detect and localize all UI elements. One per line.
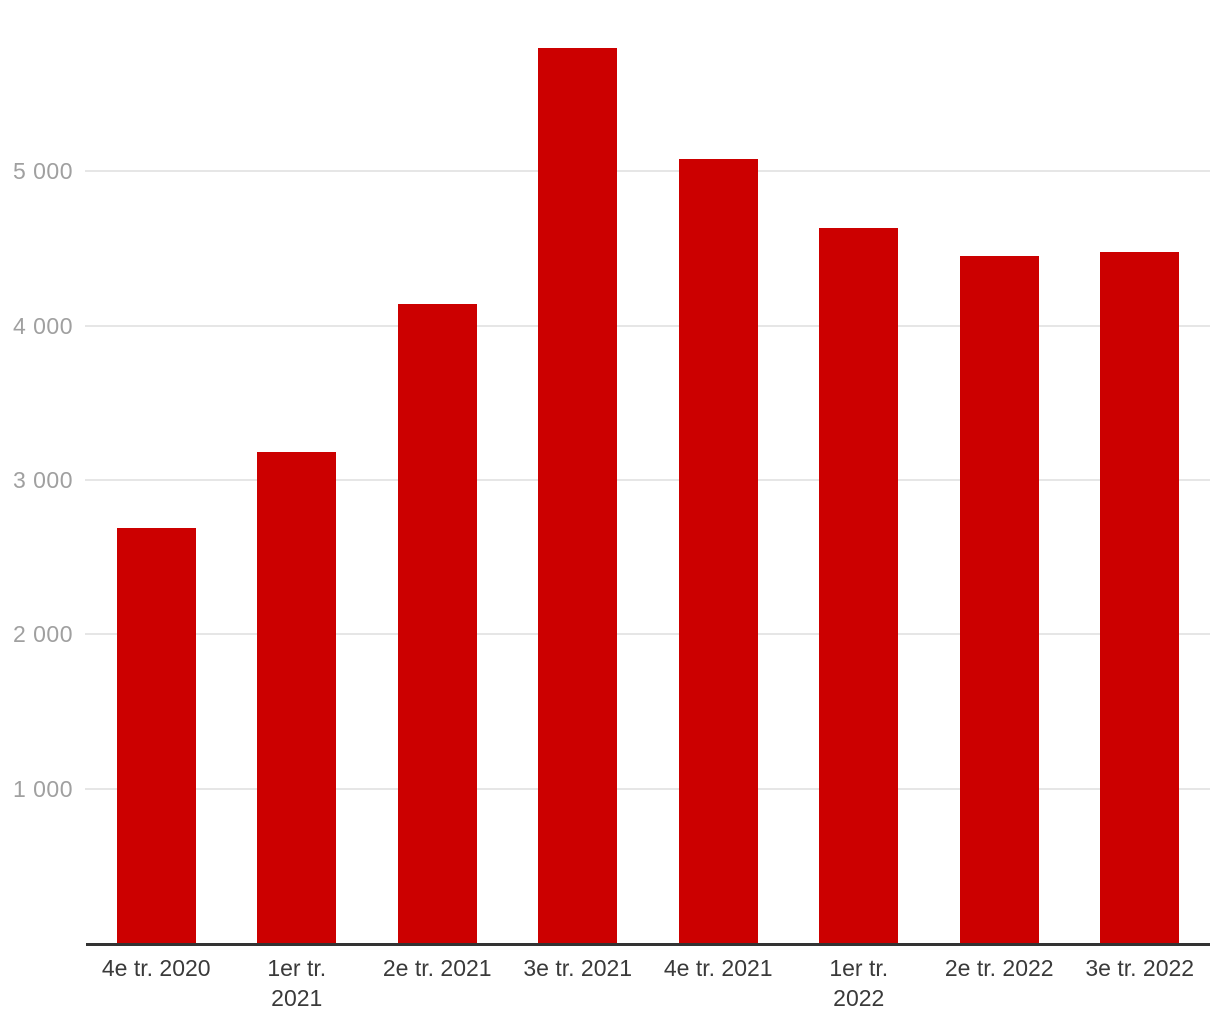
- gridline: [85, 324, 1210, 327]
- x-axis-category-label: 1er tr. 2021: [267, 955, 327, 1011]
- x-axis-category-label: 4e tr. 2021: [663, 955, 773, 981]
- x-axis-category-label: 2e tr. 2021: [382, 955, 492, 981]
- bar: [116, 527, 196, 943]
- x-axis-category-label: 4e tr. 2020: [101, 955, 211, 981]
- y-axis-tick-label: 3 000: [12, 466, 73, 493]
- y-axis-tick-label: 4 000: [12, 312, 73, 339]
- gridline: [85, 787, 1210, 790]
- bar: [678, 158, 758, 943]
- bar: [538, 47, 618, 943]
- bar: [959, 256, 1039, 943]
- gridline: [85, 478, 1210, 481]
- bar: [1100, 251, 1180, 943]
- y-axis-tick-label: 1 000: [12, 775, 73, 802]
- x-axis-category-label: 3e tr. 2022: [1085, 955, 1195, 981]
- bar: [257, 452, 337, 943]
- bar: [397, 304, 477, 943]
- gridline: [85, 170, 1210, 173]
- x-axis-category-label: 2e tr. 2022: [944, 955, 1054, 981]
- gridline: [85, 633, 1210, 636]
- x-axis-line: [86, 943, 1210, 946]
- y-axis-tick-label: 2 000: [12, 621, 73, 648]
- x-axis-category-label: 1er tr. 2022: [829, 955, 889, 1011]
- bar: [819, 228, 899, 943]
- y-axis-tick-label: 5 000: [12, 158, 73, 185]
- x-axis-category-label: 3e tr. 2021: [523, 955, 633, 981]
